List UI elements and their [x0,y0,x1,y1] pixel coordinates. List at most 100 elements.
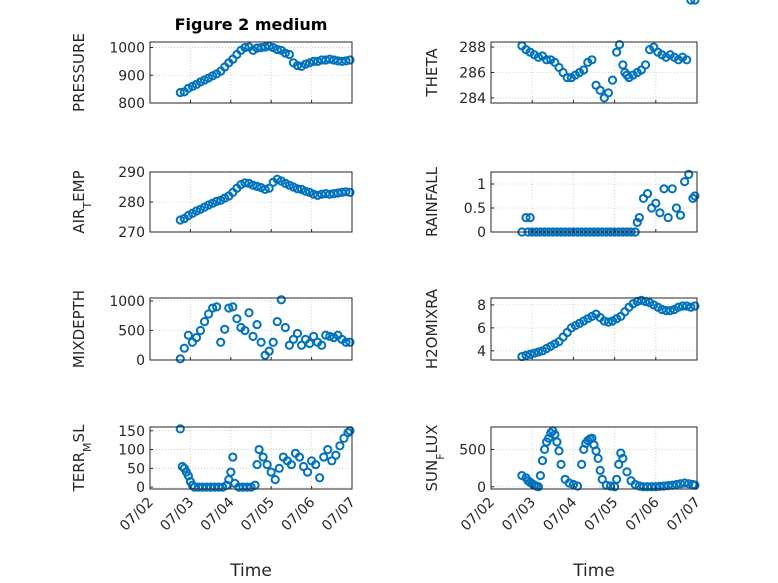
data-point [280,322,290,333]
data-point [345,55,355,65]
data-point [564,478,574,488]
data-point [232,314,242,324]
data-point [677,301,688,311]
data-point [272,317,282,327]
data-point [228,452,238,462]
data-point [341,337,351,347]
data-point [665,306,675,316]
data-point [228,302,238,312]
data-point [686,0,696,5]
data-point [521,213,531,223]
data-point [256,337,266,347]
data-point [248,331,258,341]
data-point [552,437,562,447]
data-point [286,459,296,470]
data-point [252,319,262,330]
data-point [686,302,696,312]
data-point [331,450,341,460]
data-point [659,184,669,194]
data-point [537,456,548,466]
data-point [636,295,646,305]
data-point [634,481,644,491]
subplot-pressure: 800 900 1000 PRESSURE [70,33,355,112]
y-tick-label: 0 [477,480,486,496]
data-point [258,452,268,462]
data-point [304,58,315,68]
data-point [325,54,335,64]
data-point [325,189,335,199]
data-point [264,41,274,51]
x-tick-label: 07/07 [664,495,704,535]
data-point [642,482,653,492]
data-point [175,354,185,364]
data-point [292,60,303,71]
x-tick-label: 07/04 [198,494,238,534]
y-tick-label: 1000 [109,41,145,57]
data-point [599,316,609,326]
data-point [240,325,250,336]
y-tick-label: 50 [127,461,145,477]
y-tick-label: 290 [118,165,145,181]
y-axis-label: MIXDEPTH [70,290,88,368]
data-point [684,169,694,179]
data-point [690,301,700,311]
data-point [525,349,535,359]
x-tick-label: 07/06 [279,494,319,534]
data-point [274,463,284,473]
data-point [647,482,657,492]
data-point [675,479,686,489]
axes-frame [149,426,353,490]
data-point [562,72,572,83]
data-point [220,324,230,334]
data-point [191,332,202,343]
data-point [618,453,628,463]
x-tick-label: 07/02 [117,495,157,535]
data-point [252,181,262,191]
data-point [634,213,644,223]
data-point [264,183,274,193]
data-point [533,52,543,62]
data-point [612,47,622,57]
data-point [663,213,673,223]
data-point [533,482,543,492]
y-tick-label: 100 [118,443,145,459]
data-point [216,337,226,347]
y-tick-label: 286 [459,66,486,82]
data-point [212,302,222,312]
data-point [264,346,274,356]
data-point [529,348,539,358]
data-point [313,190,323,200]
data-point [292,328,303,339]
data-point [603,317,614,327]
data-point [651,482,661,492]
data-point [224,303,234,313]
data-point [622,467,632,477]
data-point [179,343,189,353]
y-tick-label: 4 [477,344,486,360]
data-point [655,481,665,491]
data-point [329,55,339,65]
y-tick-label: 0 [136,353,145,369]
data-point [288,334,299,344]
data-point [587,55,597,65]
x-tick-label: 07/05 [582,495,622,535]
data-point [675,210,686,220]
data-point [309,56,319,67]
y-tick-label: 270 [118,225,145,241]
axes-frame [490,426,698,490]
subplot-sun-flux: 0 500 07/02 07/03 07/04 07/05 07/06 07/07 SUNFLU… [423,425,704,535]
subplot-air-temp: 270 280 290 AIRTEMP [70,165,355,241]
x-axis-label-left: Time [229,561,272,581]
data-point [252,43,262,53]
x-tick-label: 07/02 [458,495,498,535]
axes-frame [149,41,353,104]
subplot-h2omixra: 4 6 8 H2OMIXRA [423,288,700,369]
data-point [605,481,616,491]
data-point [260,184,270,194]
data-point [280,48,290,58]
subplot-theta: 284 286 288 THETA [423,0,700,107]
data-point [175,424,185,434]
data-point [671,479,682,490]
y-tick-label: 0.5 [464,201,486,217]
